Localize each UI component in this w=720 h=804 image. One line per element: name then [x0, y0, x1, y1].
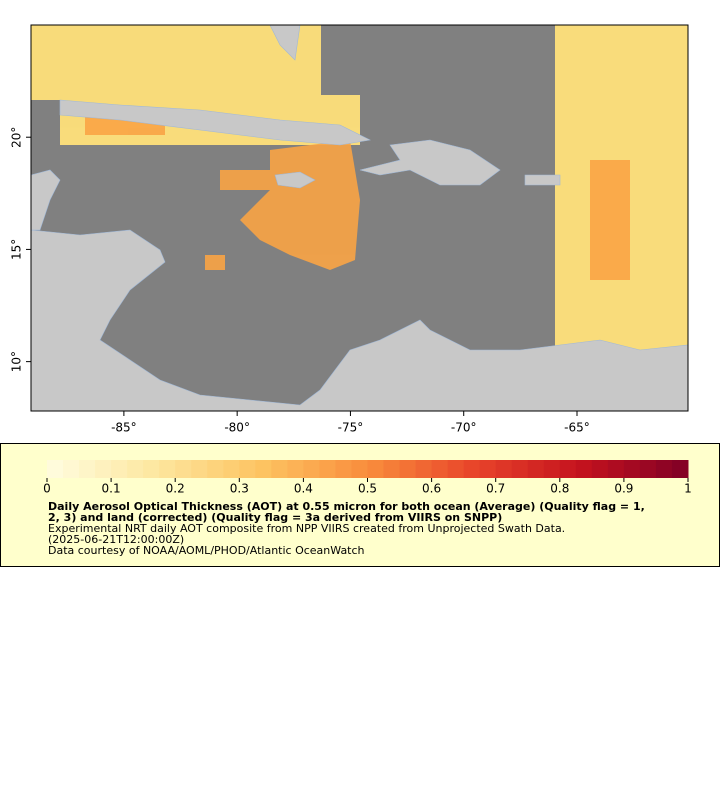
colorbar-step [287, 460, 304, 478]
x-tick-label: -80° [224, 421, 250, 435]
colorbar-step [543, 460, 561, 478]
colorbar-step [143, 460, 160, 478]
colorbar-tick-label: 0.7 [486, 482, 505, 496]
colorbar-step [191, 460, 208, 478]
colorbar-tick-label: 0.4 [294, 482, 313, 496]
legend-title: 2, 3) and land (corrected) (Quality flag… [48, 511, 502, 524]
colorbar-step [63, 460, 80, 478]
colorbar-step [111, 460, 128, 478]
colorbar-step [303, 460, 320, 478]
colorbar-tick-label: 0.8 [550, 482, 569, 496]
colorbar-step [175, 460, 192, 478]
colorbar-step [559, 460, 577, 478]
colorbar-step [591, 460, 609, 478]
colorbar-step [335, 460, 352, 478]
colorbar-tick-label: 0.3 [230, 482, 249, 496]
colorbar-step [511, 460, 529, 478]
legend-title: Daily Aerosol Optical Thickness (AOT) at… [48, 500, 645, 513]
colorbar-step [207, 460, 224, 478]
colorbar-step [255, 460, 272, 478]
colorbar-step [399, 460, 417, 478]
colorbar-step [383, 460, 401, 478]
colorbar-step [495, 460, 513, 478]
legend-description: Experimental NRT daily AOT composite fro… [48, 522, 565, 535]
colorbar-step [239, 460, 256, 478]
colorbar-step [607, 460, 625, 478]
colorbar-step [527, 460, 545, 478]
colorbar-step [655, 460, 673, 478]
colorbar-step [95, 460, 112, 478]
colorbar-tick-label: 0.6 [422, 482, 441, 496]
colorbar-step [431, 460, 449, 478]
colorbar-step [319, 460, 336, 478]
y-tick-label: 10° [10, 351, 24, 372]
colorbar-step [463, 460, 481, 478]
aerosol-overlay [85, 110, 630, 280]
legend-time: (2025-06-21T12:00:00Z) [48, 533, 184, 546]
colorbar-step [671, 460, 689, 478]
x-tick-label: -70° [451, 421, 477, 435]
x-tick-label: -65° [564, 421, 590, 435]
colorbar-tick-label: 0.9 [614, 482, 633, 496]
colorbar-step [623, 460, 641, 478]
colorbar-step [479, 460, 497, 478]
x-tick-label: -75° [338, 421, 364, 435]
colorbar-step [159, 460, 176, 478]
land [30, 24, 689, 412]
colorbar-tick-label: 0 [43, 482, 51, 496]
colorbar-step [223, 460, 240, 478]
map-frame [30, 24, 689, 412]
colorbar-step [575, 460, 593, 478]
colorbar-tick-label: 0.5 [358, 482, 377, 496]
colorbar-tick-label: 1 [684, 482, 692, 496]
colorbar-step [79, 460, 96, 478]
colorbar-step [367, 460, 385, 478]
colorbar-step [447, 460, 465, 478]
x-tick-label: -85° [111, 421, 137, 435]
colorbar-step [351, 460, 368, 478]
colorbar-tick-label: 0.1 [102, 482, 121, 496]
y-tick-label: 20° [10, 127, 24, 148]
colorbar-step [415, 460, 433, 478]
colorbar-step [127, 460, 144, 478]
colorbar-step [47, 460, 64, 478]
y-tick-label: 15° [10, 239, 24, 260]
colorbar-step [271, 460, 288, 478]
colorbar-step [639, 460, 657, 478]
colorbar-tick-label: 0.2 [166, 482, 185, 496]
legend-credit: Data courtesy of NOAA/AOML/PHOD/Atlantic… [48, 544, 365, 557]
